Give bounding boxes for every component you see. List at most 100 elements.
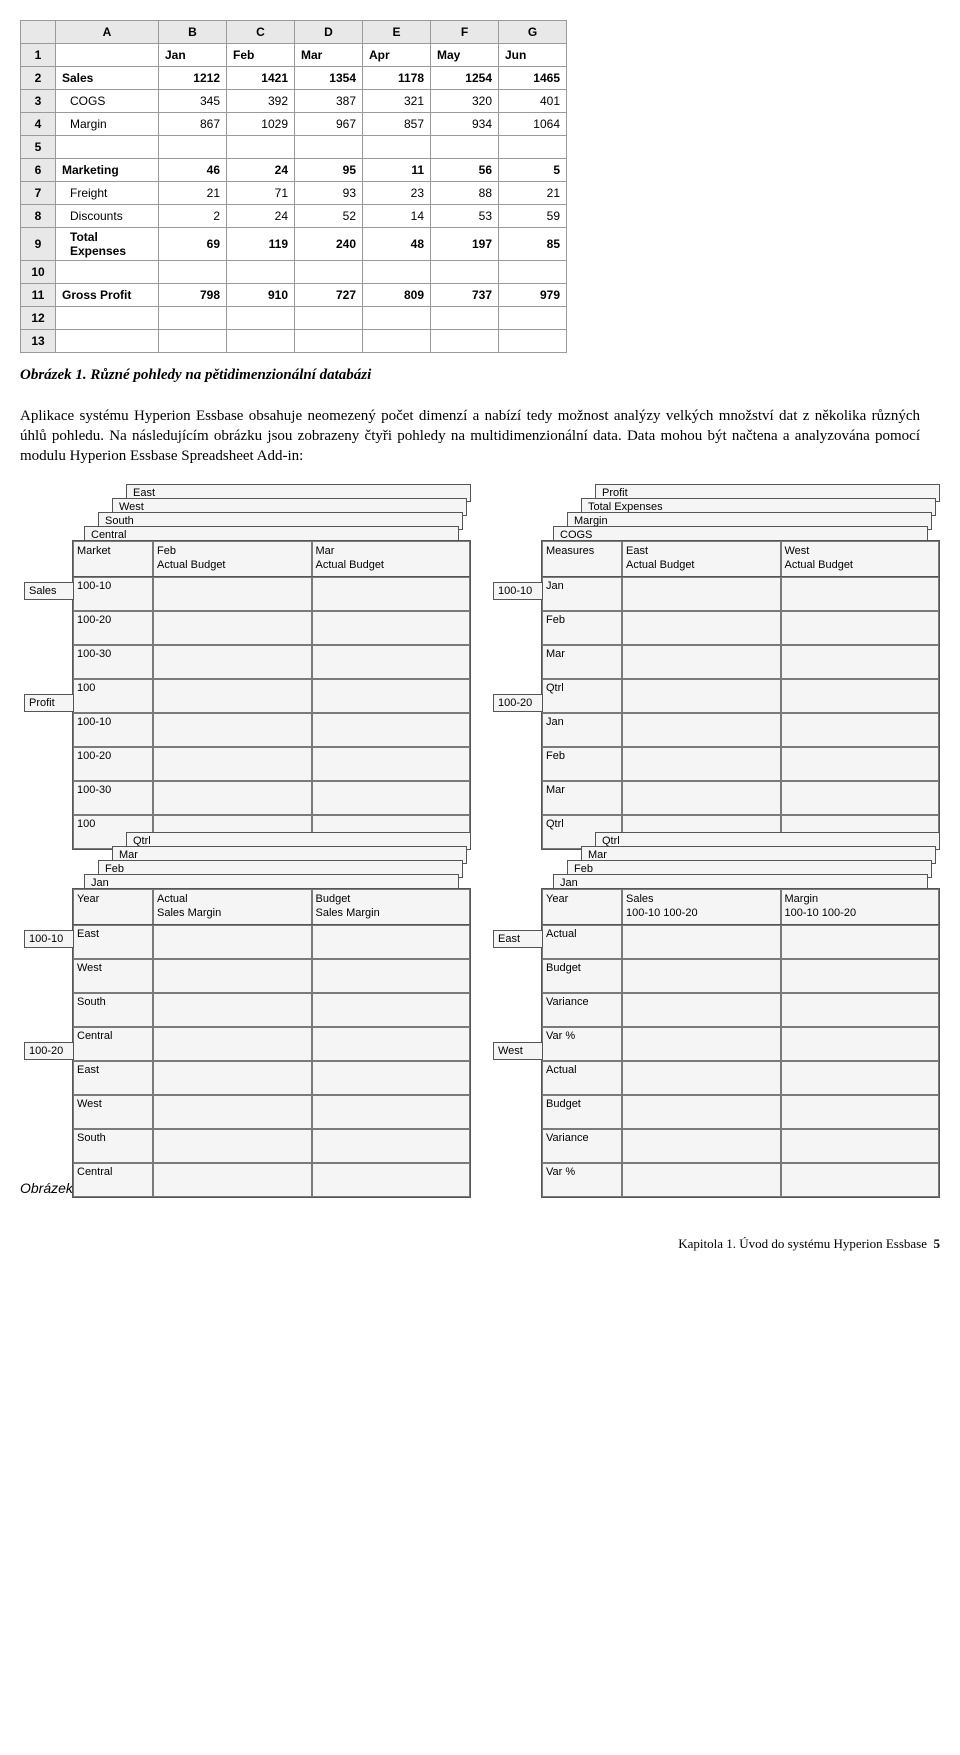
cube-cell bbox=[781, 781, 940, 815]
cell: 1178 bbox=[363, 67, 431, 90]
cube-side-label: 100-10 bbox=[493, 582, 543, 600]
cell: 910 bbox=[227, 284, 295, 307]
cube-cell bbox=[153, 679, 312, 713]
cell: 321 bbox=[363, 90, 431, 113]
cube-col-header: Sales100-10 100-20 bbox=[622, 889, 781, 929]
cube-row-label: Central bbox=[73, 1163, 153, 1197]
cube-row-label: Central bbox=[73, 1027, 153, 1061]
cube-row-label: West bbox=[73, 1095, 153, 1129]
cube-cell bbox=[781, 1095, 940, 1129]
cube-row-label: East bbox=[73, 1061, 153, 1095]
cube-cell bbox=[312, 645, 471, 679]
row-header: 12 bbox=[21, 307, 56, 330]
cube-row-label: Feb bbox=[542, 747, 622, 781]
cube-cell bbox=[781, 1027, 940, 1061]
row-label bbox=[56, 44, 159, 67]
spreadsheet-table: ABCDEFG 1JanFebMarAprMayJun2Sales1212142… bbox=[20, 20, 567, 353]
row-header: 8 bbox=[21, 205, 56, 228]
cube-row-label: Variance bbox=[542, 1129, 622, 1163]
cell: 24 bbox=[227, 205, 295, 228]
row-header: 5 bbox=[21, 136, 56, 159]
row-label bbox=[56, 307, 159, 330]
cube-row-label: 100-20 bbox=[73, 747, 153, 781]
cell bbox=[431, 136, 499, 159]
cube-row-label: Actual bbox=[542, 1061, 622, 1095]
cube-cell bbox=[622, 993, 781, 1027]
cube-cell bbox=[622, 1095, 781, 1129]
cube-side-label: 100-10 bbox=[24, 930, 74, 948]
cube-corner: Year bbox=[73, 889, 153, 929]
cube-row-label: South bbox=[73, 993, 153, 1027]
cell: 11 bbox=[363, 159, 431, 182]
cell bbox=[499, 330, 567, 353]
cell bbox=[227, 261, 295, 284]
cube-row-label: Feb bbox=[542, 611, 622, 645]
cube-year-sales-margin: QtrlMarFebJanYearSales100-10 100-20Margi… bbox=[533, 832, 940, 1154]
cube-row-label: 100-10 bbox=[73, 577, 153, 611]
cube-cell bbox=[622, 1129, 781, 1163]
cell: 979 bbox=[499, 284, 567, 307]
col-header: A bbox=[56, 21, 159, 44]
cube-cell bbox=[622, 1027, 781, 1061]
cell bbox=[295, 136, 363, 159]
cell: 345 bbox=[159, 90, 227, 113]
row-label bbox=[56, 136, 159, 159]
cube-col-header: MarActual Budget bbox=[312, 541, 471, 581]
cell: 967 bbox=[295, 113, 363, 136]
cube-row-label: 100 bbox=[73, 679, 153, 713]
cube-cell bbox=[312, 1027, 471, 1061]
col-header: C bbox=[227, 21, 295, 44]
cube-cell bbox=[312, 993, 471, 1027]
row-header: 3 bbox=[21, 90, 56, 113]
cell: 53 bbox=[431, 205, 499, 228]
cube-cell bbox=[153, 747, 312, 781]
cell: May bbox=[431, 44, 499, 67]
cell bbox=[363, 136, 431, 159]
cube-row-label: Qtrl bbox=[542, 679, 622, 713]
cube-cell bbox=[781, 925, 940, 959]
cube-cell bbox=[622, 1163, 781, 1197]
cube-row-label: Mar bbox=[542, 645, 622, 679]
row-label: Total Expenses bbox=[56, 228, 159, 261]
cube-row-label: South bbox=[73, 1129, 153, 1163]
cell: 798 bbox=[159, 284, 227, 307]
cell: 21 bbox=[499, 182, 567, 205]
cell bbox=[499, 307, 567, 330]
cell: Jun bbox=[499, 44, 567, 67]
cell: 93 bbox=[295, 182, 363, 205]
cell: 14 bbox=[363, 205, 431, 228]
cell bbox=[363, 261, 431, 284]
cell: 240 bbox=[295, 228, 363, 261]
cube-cell bbox=[622, 679, 781, 713]
cube-cell bbox=[153, 1095, 312, 1129]
cell: 727 bbox=[295, 284, 363, 307]
cell: 392 bbox=[227, 90, 295, 113]
row-label: Gross Profit bbox=[56, 284, 159, 307]
cell: 1465 bbox=[499, 67, 567, 90]
row-header: 6 bbox=[21, 159, 56, 182]
cell: 387 bbox=[295, 90, 363, 113]
cube-cell bbox=[781, 1163, 940, 1197]
cube-row-label: East bbox=[73, 925, 153, 959]
cell: 867 bbox=[159, 113, 227, 136]
cube-cell bbox=[312, 611, 471, 645]
cube-cell bbox=[153, 993, 312, 1027]
cell: 737 bbox=[431, 284, 499, 307]
cube-row-label: Var % bbox=[542, 1027, 622, 1061]
cube-col-header: FebActual Budget bbox=[153, 541, 312, 581]
cube-cell bbox=[312, 679, 471, 713]
cell: 88 bbox=[431, 182, 499, 205]
cube-side-label: West bbox=[493, 1042, 543, 1060]
cell bbox=[159, 307, 227, 330]
cell: 1064 bbox=[499, 113, 567, 136]
cube-row-label: Jan bbox=[542, 713, 622, 747]
cube-row-label: 100-20 bbox=[73, 611, 153, 645]
cube-col-header: EastActual Budget bbox=[622, 541, 781, 581]
row-header: 9 bbox=[21, 228, 56, 261]
row-label bbox=[56, 261, 159, 284]
cube-cell bbox=[153, 1129, 312, 1163]
cube-row-label: Variance bbox=[542, 993, 622, 1027]
cube-cell bbox=[622, 747, 781, 781]
cell: 2 bbox=[159, 205, 227, 228]
cube-cell bbox=[153, 781, 312, 815]
